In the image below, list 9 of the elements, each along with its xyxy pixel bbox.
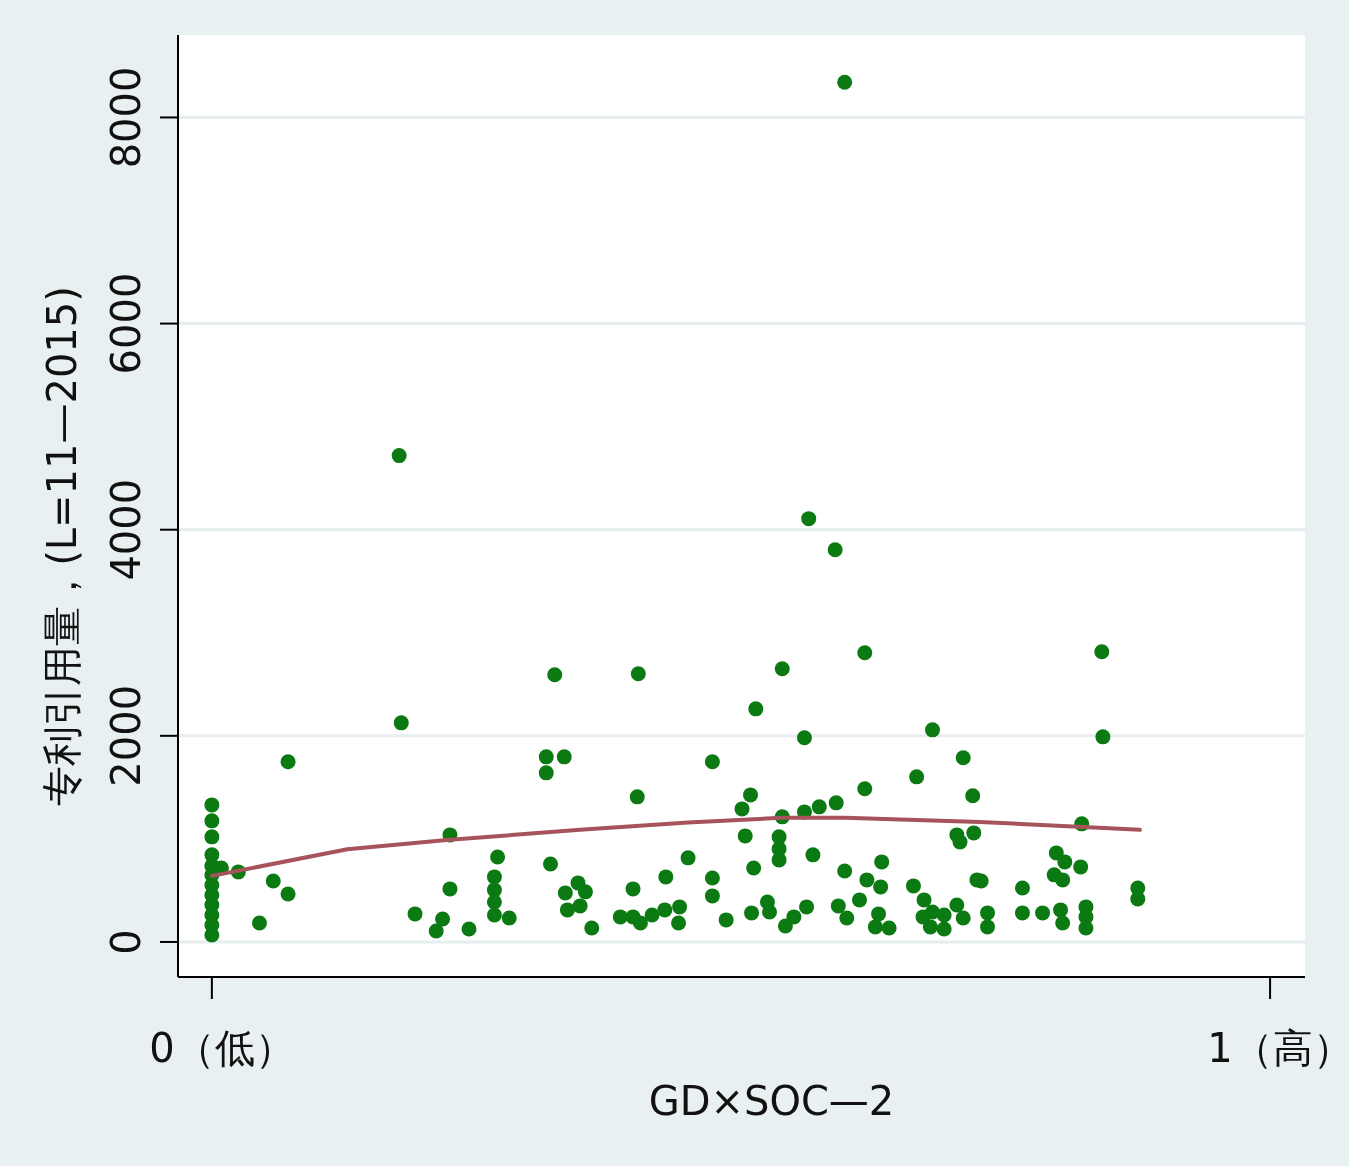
y-tick-label: 2000 xyxy=(103,684,149,787)
y-axis-title: 专利引用量，(L=11—2015) xyxy=(39,286,85,806)
x-tick-label: 1（高） xyxy=(1207,1025,1349,1071)
x-tick-label: 0（低） xyxy=(149,1025,295,1071)
x-axis-title: GD×SOC—2 xyxy=(648,1078,895,1124)
y-tick-label: 8000 xyxy=(103,66,149,169)
y-tick-label: 4000 xyxy=(103,478,149,581)
y-tick-label: 6000 xyxy=(103,272,149,375)
y-tick-label: 0 xyxy=(103,929,149,955)
